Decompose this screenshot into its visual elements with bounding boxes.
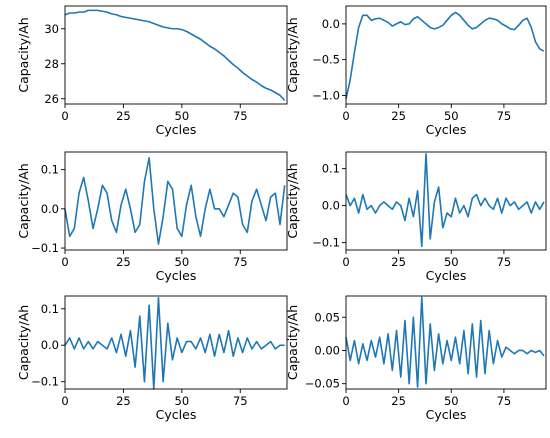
x-tick-label: 0 (342, 255, 349, 269)
y-tick-label: 26 (44, 92, 59, 106)
x-tick-label: 75 (497, 255, 512, 269)
x-axis-label: Cycles (156, 407, 197, 422)
x-tick-label: 75 (233, 109, 248, 123)
x-tick-label: 75 (233, 255, 248, 269)
series-line-1 (345, 11, 545, 100)
x-tick-label: 0 (61, 109, 68, 123)
x-axis-label: Cycles (426, 268, 467, 283)
x-tick-label: 75 (497, 109, 512, 123)
y-tick-label: 0.0 (41, 202, 59, 216)
axes-frame (345, 151, 547, 251)
x-axis-label: Cycles (156, 122, 197, 137)
x-tick-label: 0 (61, 394, 68, 408)
y-tick-label: 0.1 (41, 302, 59, 316)
series-line-1 (345, 153, 545, 248)
y-tick-label: −0.1 (312, 236, 340, 250)
axes-frame (64, 151, 288, 251)
x-tick-label: 50 (444, 109, 459, 123)
x-tick-label: 50 (444, 255, 459, 269)
series-line-1 (64, 157, 286, 245)
x-tick-label: 75 (497, 394, 512, 408)
y-axis-label: Capacity/Ah (285, 17, 300, 92)
y-tick-label: 30 (44, 22, 59, 36)
x-tick-label: 50 (444, 394, 459, 408)
series-line-1 (345, 296, 545, 388)
subplot-3: 0 25 50 75 −0.1 0.0 0.1 Cycles Capacity/Ah (16, 151, 288, 283)
subplot-4: 0 25 50 75 −0.1 0.0 0.1 Cycles Capacity/Ah (285, 151, 547, 283)
axes-frame (64, 5, 288, 105)
y-tick-label: 0.05 (314, 310, 340, 324)
x-tick-label: 50 (175, 255, 190, 269)
y-tick-label: 0.0 (322, 17, 340, 31)
subplot-2: 0 25 50 75 −1.0 −0.5 0.0 Cycles Capacity/Ah (285, 5, 547, 137)
x-axis-label: Cycles (426, 407, 467, 422)
subplot-1: 0 25 50 75 26 28 30 Cycles Capacity/Ah (16, 5, 288, 137)
y-tick-label: 0.0 (41, 338, 59, 352)
y-axis-label: Capacity/Ah (16, 17, 31, 92)
y-tick-label: 0.0 (322, 199, 340, 213)
y-axis-label: Capacity/Ah (285, 163, 300, 238)
y-tick-label: 0.00 (314, 343, 340, 357)
y-tick-label: −1.0 (312, 88, 340, 102)
axes-frame (345, 295, 547, 390)
subplot-5: 0 25 50 75 −0.1 0.0 0.1 Cycles Capacity/Ah (16, 295, 288, 422)
y-tick-label: 0.1 (41, 163, 59, 177)
x-tick-label: 0 (342, 109, 349, 123)
x-tick-label: 25 (116, 255, 131, 269)
x-tick-label: 25 (391, 109, 406, 123)
x-tick-label: 25 (391, 394, 406, 408)
y-axis-label: Capacity/Ah (16, 305, 31, 380)
x-tick-label: 50 (175, 109, 190, 123)
y-tick-label: −0.1 (31, 375, 59, 389)
y-tick-label: −0.5 (312, 53, 340, 67)
x-tick-label: 0 (61, 255, 68, 269)
x-axis-label: Cycles (426, 122, 467, 137)
x-tick-label: 75 (233, 394, 248, 408)
y-axis-label: Capacity/Ah (285, 305, 300, 380)
y-axis-label: Capacity/Ah (16, 163, 31, 238)
x-tick-label: 25 (116, 109, 131, 123)
subplot-6: 0 25 50 75 −0.05 0.00 0.05 Cycles Capacity/Ah (285, 295, 547, 422)
series-line-1 (64, 9, 286, 102)
x-tick-label: 0 (342, 394, 349, 408)
y-tick-label: −0.1 (31, 241, 59, 255)
series-line-1 (64, 297, 285, 390)
axes-frame (64, 295, 288, 390)
y-tick-label: 0.1 (322, 162, 340, 176)
x-tick-label: 50 (175, 394, 190, 408)
x-tick-label: 25 (116, 394, 131, 408)
y-tick-label: −0.05 (305, 377, 340, 391)
axes-frame (345, 5, 547, 105)
y-tick-label: 28 (44, 57, 59, 71)
x-axis-label: Cycles (156, 268, 197, 283)
x-tick-label: 25 (391, 255, 406, 269)
